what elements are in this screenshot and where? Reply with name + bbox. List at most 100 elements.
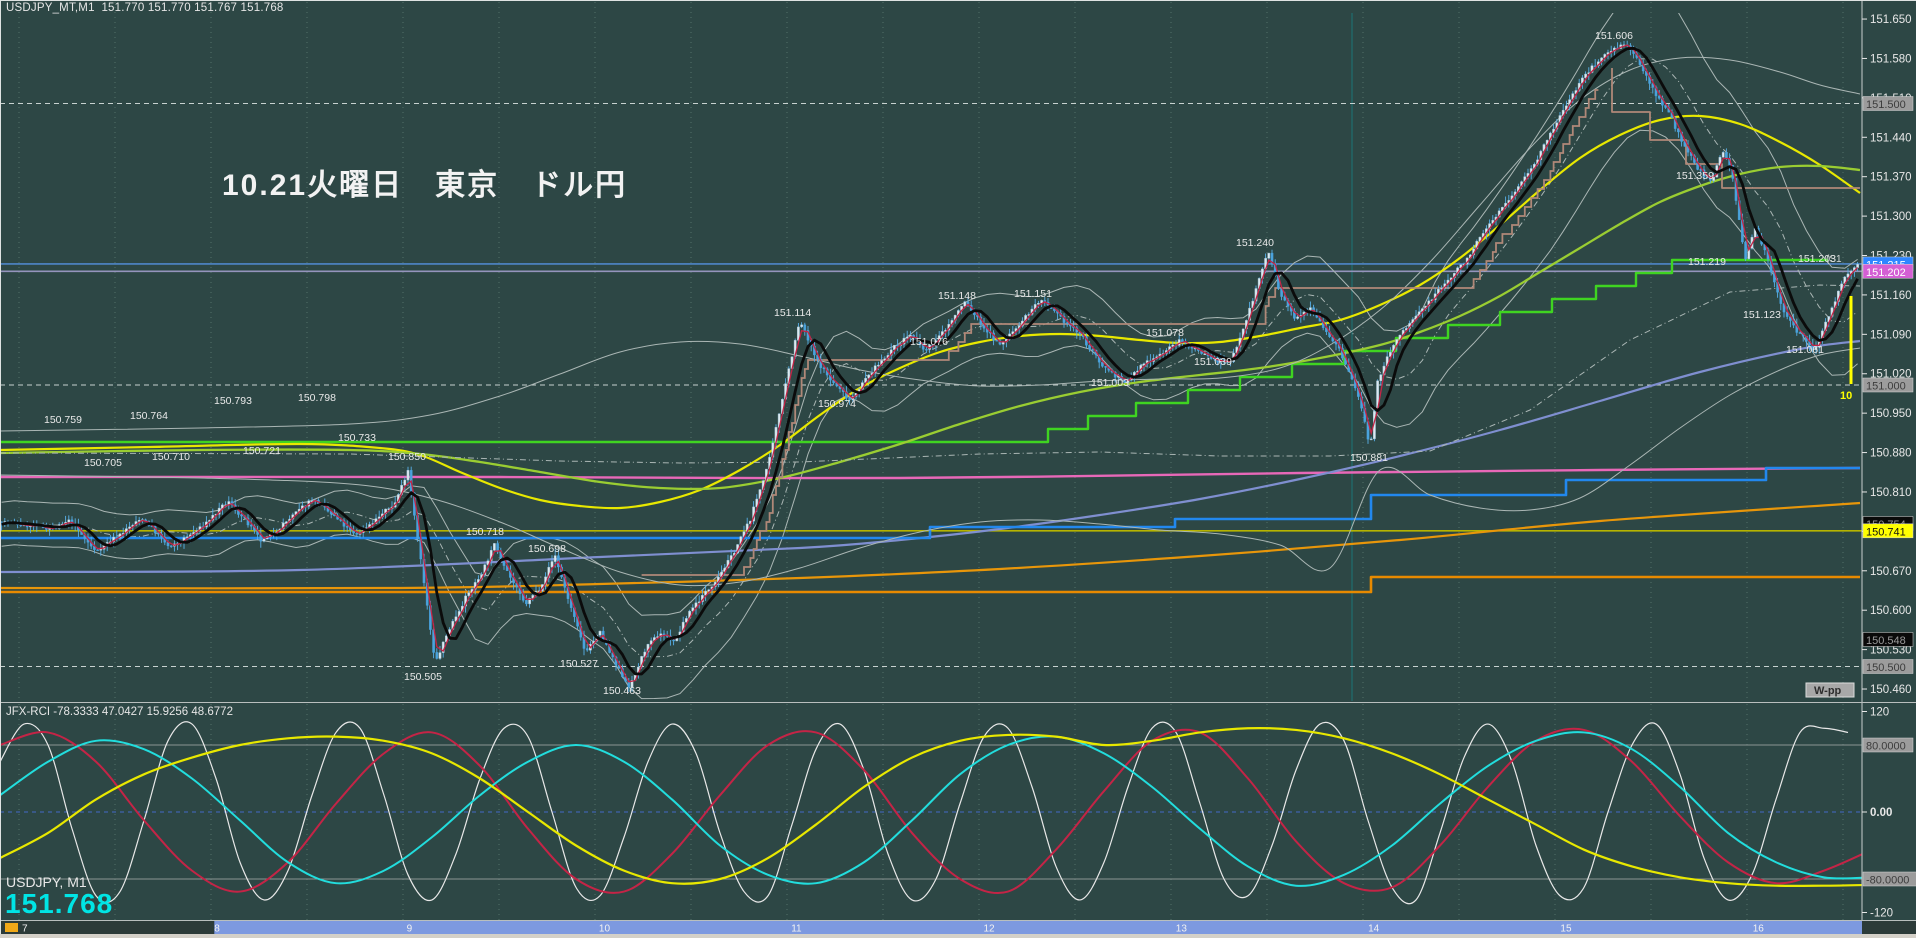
axis-tick-151.650: 151.650 <box>1870 14 1912 26</box>
price-axis: 151.650151.580151.510151.440151.370151.3… <box>1805 0 1916 934</box>
time-label-10: 10 <box>599 924 611 935</box>
axis-tick-151.020: 151.020 <box>1870 369 1912 381</box>
time-label-14: 14 <box>1368 924 1380 935</box>
axis-badge-151.000 <box>1862 377 1914 393</box>
price-label-151.606: 151.606 <box>1595 30 1633 42</box>
axis-badge-150.741 <box>1862 523 1914 539</box>
price-annotations: 150.759 150.764 150.793 150.798 150.850 150.7… <box>44 30 1836 697</box>
yellow-ma <box>0 114 1861 510</box>
axis-tick-151.300: 151.300 <box>1870 211 1912 223</box>
price-label-151.114: 151.114 <box>774 307 811 319</box>
time-axis[interactable]: 7 8 9 10 11 12 13 14 15 16 <box>0 921 1916 935</box>
axis-tick-151.580: 151.580 <box>1870 53 1912 65</box>
green-step <box>0 258 1828 444</box>
price-label-151.076: 151.076 <box>910 336 948 348</box>
axis-badge-text-151.000: 151.000 <box>1866 381 1906 393</box>
session-marker-label: 10 <box>1840 390 1852 402</box>
overlay-lines <box>0 56 1861 594</box>
window-border-left <box>0 0 1 934</box>
axis-badge-150.500 <box>1862 659 1914 674</box>
price-label-151.151: 151.151 <box>1014 288 1052 300</box>
price-label-150.759: 150.759 <box>44 414 82 426</box>
rci-tick--120: -120 <box>1870 908 1893 920</box>
price-label-150.718: 150.718 <box>466 526 504 538</box>
wpp-badge <box>1805 682 1855 698</box>
axis-tick-150.880: 150.880 <box>1870 448 1912 460</box>
time-label-16: 16 <box>1753 924 1765 935</box>
chart-ohlc-title: USDJPY_MT,M1 151.770 151.770 151.767 151… <box>6 2 284 14</box>
time-label-7: 7 <box>22 924 28 935</box>
price-label-150.793: 150.793 <box>214 395 252 407</box>
axis-tick-150.460: 150.460 <box>1870 684 1912 696</box>
pink-ma <box>0 466 1861 480</box>
axis-tick-151.370: 151.370 <box>1870 172 1912 184</box>
price-label-151.123: 151.123 <box>1743 309 1781 321</box>
price-label-150.798: 150.798 <box>298 392 336 404</box>
timebar-session-highlight <box>214 921 1862 934</box>
price-label-151.061: 151.061 <box>1786 344 1824 356</box>
rci-white <box>0 721 1849 905</box>
axis-tick-150.810: 150.810 <box>1870 487 1912 499</box>
time-label-9: 9 <box>407 924 413 935</box>
axis-badge-151.500 <box>1862 96 1914 111</box>
price-label-150.505: 150.505 <box>404 671 442 683</box>
chart-caption: 10.21火曜日 東京 ドル円 <box>222 169 628 202</box>
pane-separators <box>0 702 1916 921</box>
footer-symbol-label: USDJPY, M1 <box>6 874 87 890</box>
price-label-150.527: 150.527 <box>560 658 598 670</box>
price-label-151.039: 151.039 <box>1194 356 1232 368</box>
price-label-151.359: 151.359 <box>1676 170 1714 182</box>
grid-lines <box>18 2 1844 920</box>
time-label-11: 11 <box>791 924 802 935</box>
envelope-wide-lower <box>0 347 1861 587</box>
axis-badge-151.202 <box>1862 264 1914 279</box>
axis-badge-text-150.500: 150.500 <box>1866 662 1906 674</box>
axis-tick-150.530: 150.530 <box>1870 645 1912 657</box>
rci-crimson <box>0 727 1862 895</box>
blue-step <box>0 466 1860 540</box>
axis-tick-151.090: 151.090 <box>1870 329 1912 341</box>
price-label-150.698: 150.698 <box>528 543 566 555</box>
price-label-150.881: 150.881 <box>1350 452 1388 464</box>
rci-tick-120: 120 <box>1870 707 1889 719</box>
rci-pane <box>0 721 1862 905</box>
axis-badge-text-150.548: 150.548 <box>1866 635 1906 647</box>
price-label-150.764: 150.764 <box>130 410 168 422</box>
chartreuse-ma <box>0 164 1861 491</box>
price-label-151.003: 151.003 <box>1091 377 1129 389</box>
rci-tick-0.00: 0.00 <box>1870 807 1892 819</box>
axis-badge--80.0000 <box>1862 871 1916 887</box>
price-label-151.203: 151.203 <box>1798 253 1836 265</box>
axis-badge-text-151.500: 151.500 <box>1866 99 1906 111</box>
crimson-fast-ma <box>1 44 1859 683</box>
axis-badge-text--80.0000: -80.0000 <box>1866 875 1909 887</box>
price-label-150.733: 150.733 <box>338 432 376 444</box>
axis-tick-150.950: 150.950 <box>1870 408 1912 420</box>
price-label-150.850: 150.850 <box>388 451 426 463</box>
price-label-151.219: 151.219 <box>1688 256 1726 268</box>
time-label-15: 15 <box>1560 924 1572 935</box>
orange-step <box>0 575 1860 594</box>
time-label-8: 8 <box>214 924 220 935</box>
price-label-150.463: 150.463 <box>603 685 641 697</box>
axis-tick-151.440: 151.440 <box>1870 132 1912 144</box>
price-label-151.148: 151.148 <box>938 290 976 302</box>
ladder-descending <box>1611 68 1860 189</box>
ladder-rising <box>641 89 1599 576</box>
timebar-marker <box>5 923 18 932</box>
black-main-ma <box>1 46 1859 676</box>
axis-badge-text-151.202: 151.202 <box>1866 267 1906 279</box>
price-label-150.974: 150.974 <box>818 398 856 410</box>
orange-ma <box>0 501 1861 590</box>
time-label-13: 13 <box>1176 924 1188 935</box>
time-label-12: 12 <box>984 924 996 935</box>
axis-badge-text-150.741: 150.741 <box>1866 526 1906 538</box>
rci-cyan <box>0 731 1862 887</box>
session-marker: 10 <box>1840 296 1853 402</box>
axis-tick-150.600: 150.600 <box>1870 605 1912 617</box>
price-label-150.705: 150.705 <box>84 457 122 469</box>
axis-tick-151.160: 151.160 <box>1870 290 1912 302</box>
axis-badge-150.548 <box>1862 632 1914 647</box>
